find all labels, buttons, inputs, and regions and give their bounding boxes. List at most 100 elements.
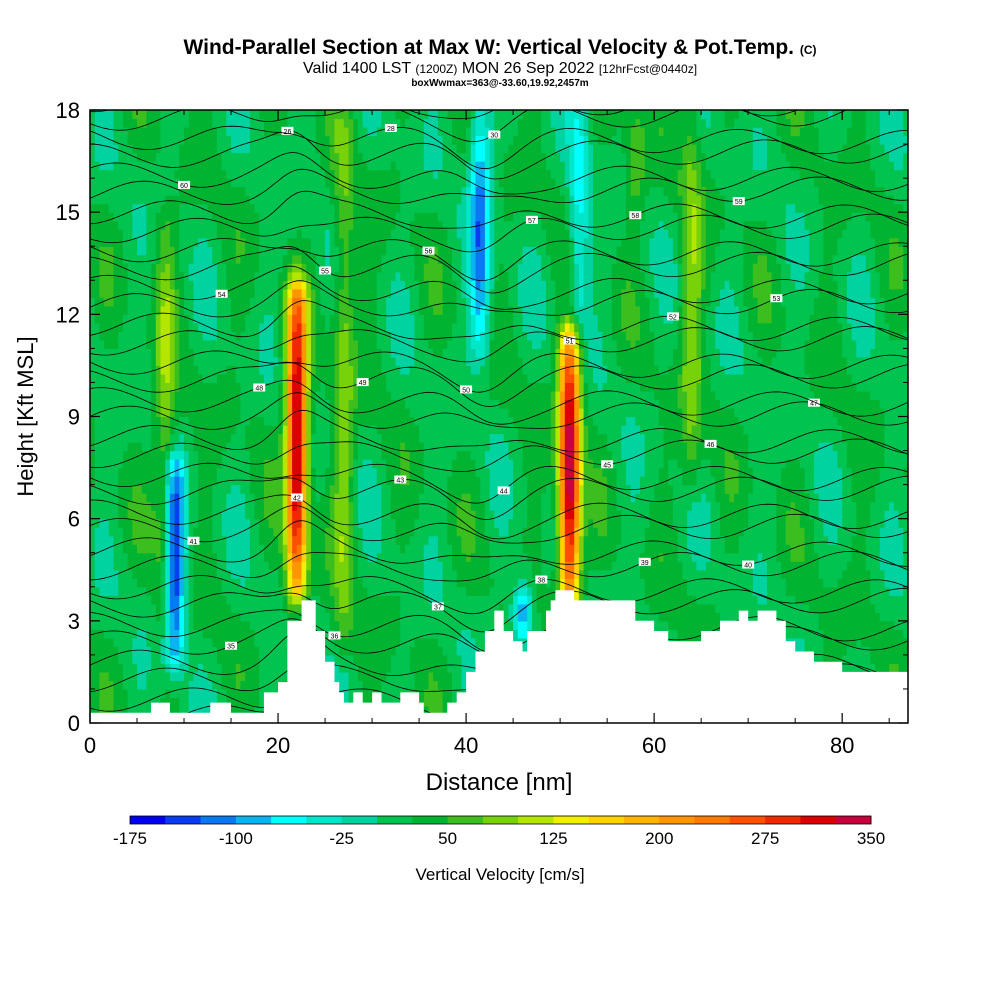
field-cell [320,586,326,596]
field-cell [198,178,204,188]
field-cell [104,603,110,613]
field-cell [376,280,383,290]
field-cell [329,169,336,179]
field-cell [169,382,176,392]
field-cell [221,467,227,477]
field-cell [122,161,129,171]
field-cell [165,280,171,290]
field-cell [122,518,129,528]
field-cell [353,169,359,179]
field-cell [357,425,364,435]
field-cell [325,314,331,324]
field-cell [240,629,246,639]
field-cell [94,382,100,392]
field-cell [367,331,373,341]
field-cell [386,561,392,571]
field-cell [259,416,265,426]
box-info: boxWwmax=363@-33.60,19.92,2457m [411,78,589,89]
field-cell [240,476,246,486]
field-cell [193,527,199,537]
field-cell [334,501,340,511]
field-cell [146,246,152,256]
field-cell [339,186,345,196]
field-cell [259,220,265,230]
field-cell [216,152,223,162]
field-cell [160,305,166,315]
field-cell [155,697,162,707]
field-cell [155,373,162,384]
field-cell [226,203,232,213]
field-cell [193,144,199,154]
field-cell [409,399,415,409]
field-cell [362,518,368,528]
field-cell [221,127,227,137]
field-cell [254,169,260,179]
field-cell [198,476,204,486]
field-cell [113,178,119,188]
field-cell [339,161,345,171]
field-cell [409,450,415,460]
field-cell [188,493,195,503]
field-cell [216,237,223,247]
field-cell [278,484,284,494]
field-cell [367,629,373,639]
field-cell [357,178,364,188]
field-cell [249,663,256,673]
field-cell [273,365,279,375]
field-cell [99,373,105,384]
field-cell [188,620,195,630]
field-cell [141,603,148,613]
field-cell [348,297,354,307]
field-cell [240,561,246,571]
field-cell [306,518,312,528]
field-cell [216,186,223,196]
field-cell [254,637,260,647]
field-cell [155,382,162,392]
field-cell [235,212,242,222]
field-cell [395,510,401,520]
field-cell [329,527,336,537]
field-cell [226,399,232,409]
field-cell [216,484,223,494]
field-cell [249,127,256,137]
field-cell [94,671,100,682]
field-cell [113,280,119,290]
field-cell [400,603,406,613]
field-cell [137,356,143,367]
field-cell [165,484,171,494]
field-cell [310,578,317,588]
field-cell [179,135,185,145]
field-cell [362,578,368,588]
field-cell [400,178,406,188]
field-cell [146,110,152,120]
field-cell [245,646,251,656]
field-cell [151,493,157,503]
field-cell [207,518,213,528]
field-cell [94,144,100,154]
field-cell [292,246,298,256]
field-cell [278,237,284,247]
field-cell [282,331,289,341]
field-cell [320,476,326,486]
field-cell [325,620,331,630]
field-cell [132,586,138,596]
field-cell [113,127,119,137]
field-cell [292,595,298,605]
field-cell [221,544,227,554]
field-cell [390,161,397,171]
field-cell [235,697,242,707]
field-cell [122,467,129,477]
field-cell [240,178,246,188]
field-cell [113,527,119,537]
field-cell [292,280,298,290]
field-cell [151,603,157,613]
field-cell [188,288,195,298]
field-cell [160,348,166,358]
field-cell [141,459,148,469]
field-cell [160,629,166,639]
field-cell [310,535,317,545]
field-cell [278,314,284,324]
field-cell [113,544,119,554]
field-cell [174,518,180,528]
field-cell [245,510,251,520]
